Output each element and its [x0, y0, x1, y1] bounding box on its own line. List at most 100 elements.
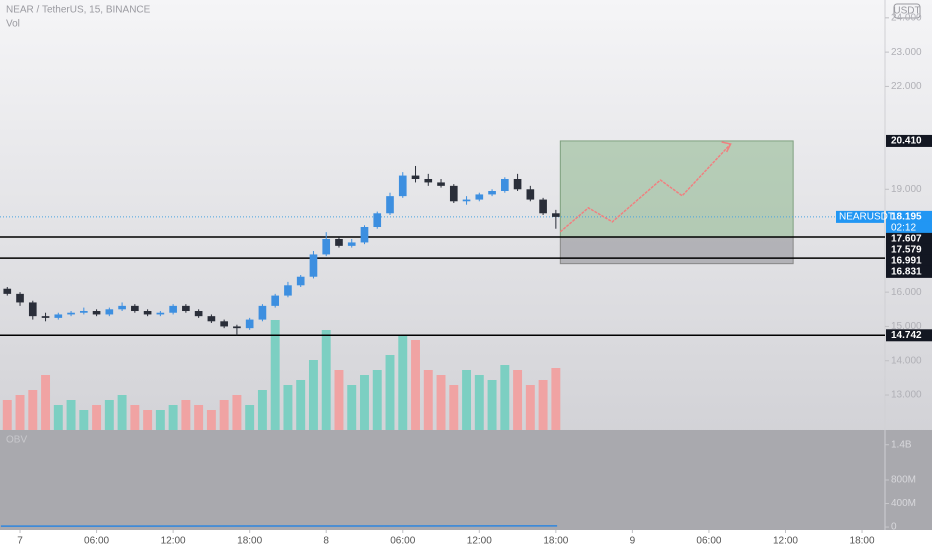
volume-bar [449, 385, 459, 430]
x-tick-label: 06:00 [84, 536, 109, 547]
candle-body [526, 189, 535, 200]
price-label-label: 20.410 [891, 136, 922, 147]
currency-box[interactable] [893, 3, 921, 19]
x-tick-label: 9 [630, 536, 636, 547]
volume-bar [436, 375, 446, 430]
candle-body [3, 288, 12, 294]
candle-body [386, 196, 394, 214]
volume-bar [168, 405, 178, 430]
symbol-label: NEARUSDT [839, 212, 894, 223]
x-tick-label: 12:00 [161, 536, 186, 547]
volume-bar [296, 380, 306, 430]
x-tick-label: 7 [17, 536, 23, 547]
candle-body [462, 199, 471, 202]
candle-body [207, 316, 216, 322]
x-tick-label: 18:00 [850, 536, 875, 547]
candle-body [437, 182, 445, 186]
volume-bar [411, 340, 420, 430]
candle-body [220, 321, 228, 327]
candle-body [92, 311, 101, 315]
volume-bar [321, 330, 331, 430]
volume-bar [513, 370, 523, 430]
y-tick-label: 22.000 [891, 81, 922, 92]
candle-body [449, 185, 458, 202]
y-tick-label: 15.000 [891, 321, 922, 332]
volume-bar [283, 385, 293, 430]
y-tick-label: 24.000 [891, 12, 922, 23]
volume-bar [206, 410, 216, 430]
candle-body [271, 295, 280, 306]
volume-bar [538, 380, 548, 430]
volume-bar [372, 370, 382, 430]
volume-bar [232, 395, 242, 430]
candle-body [296, 276, 305, 286]
volume-bar [194, 405, 204, 430]
volume-bar [92, 405, 102, 430]
candle-body [131, 305, 139, 312]
candle-body [79, 311, 88, 313]
y-tick-label: 13.000 [891, 390, 922, 401]
price-label-box [886, 232, 932, 245]
candle-body [373, 213, 382, 228]
symbol-box [836, 210, 884, 223]
time-axis [0, 530, 932, 550]
candle-body [41, 316, 50, 318]
candle-body [500, 178, 509, 191]
volume-bar [155, 410, 165, 430]
obv-tick-label: 400M [891, 498, 916, 509]
volume-bar [41, 375, 51, 430]
x-tick-label: 12:00 [467, 536, 492, 547]
volume-bar [398, 335, 408, 430]
volume-bar [525, 385, 535, 430]
volume-bar [79, 410, 89, 430]
volume-bar [181, 400, 191, 430]
candle-body [411, 175, 420, 179]
candle-body [156, 312, 165, 315]
volume-bar [551, 368, 561, 430]
volume-bar [347, 385, 357, 430]
main-pane [0, 140, 885, 430]
x-tick-label: 18:00 [543, 536, 568, 547]
volume-bar [219, 400, 229, 430]
candle-body [245, 319, 254, 329]
countdown-box [886, 221, 932, 234]
x-tick-label: 18:00 [237, 536, 262, 547]
candle-body [335, 239, 343, 246]
price-label-box [886, 134, 932, 147]
volume-bar [385, 355, 395, 430]
currency[interactable]: USDT [893, 6, 920, 17]
price-label-label: 14.742 [891, 330, 922, 341]
indicator-label: OBV [6, 435, 27, 446]
obv-tick-label: 1.4B [891, 439, 912, 450]
volume-bar [15, 395, 25, 430]
volume-bar [28, 390, 38, 430]
x-tick-label: 12:00 [773, 536, 798, 547]
price-label-box [886, 254, 932, 267]
projection-path [559, 143, 732, 233]
candle-body [347, 242, 356, 246]
volume-bar [462, 370, 472, 430]
obv-tick-label: 0 [891, 522, 897, 533]
volume-bar [474, 375, 484, 430]
candle-body [54, 314, 63, 318]
volume-label: Vol [6, 19, 20, 30]
volume-bar [117, 395, 127, 430]
volume-bar [104, 400, 114, 430]
candle-body [424, 178, 433, 183]
volume-bar [334, 370, 344, 430]
price-label-label: 16.831 [891, 267, 922, 278]
volume-bar [245, 405, 255, 430]
last-price-box [886, 210, 932, 223]
candle-body [233, 326, 241, 329]
volume-bar [130, 405, 140, 430]
candle-body [143, 311, 152, 315]
indicator-pane [0, 430, 932, 530]
stop-zone [559, 236, 794, 265]
price-label-box [886, 265, 932, 278]
volume-bar [487, 380, 497, 430]
candle-body [488, 190, 496, 195]
volume-bar [360, 375, 369, 430]
candle-body [552, 213, 560, 217]
obv-tick-label: 800M [891, 475, 916, 486]
